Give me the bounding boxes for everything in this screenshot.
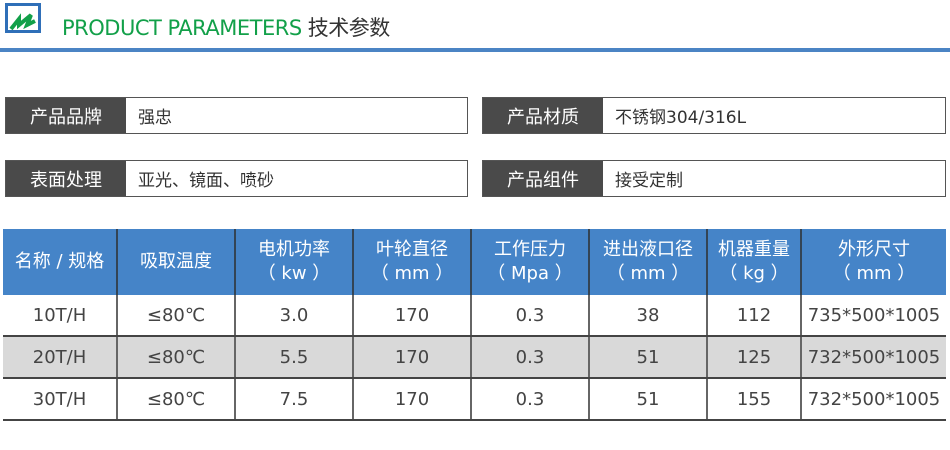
column-header: 叶轮直径 （ mm ）	[353, 229, 472, 295]
info-label: 表面处理	[6, 161, 126, 196]
header-text: （ Mpa ）	[487, 263, 573, 284]
table-cell: 0.3	[471, 378, 590, 421]
table-cell: 170	[353, 295, 472, 337]
header-text: 进出液口径	[603, 239, 693, 260]
header-text: 叶轮直径	[376, 239, 448, 260]
table-cell: 51	[589, 378, 708, 421]
info-brand: 产品品牌 强忠	[5, 97, 468, 134]
table-cell: 155	[707, 378, 802, 421]
table-cell: 112	[707, 295, 802, 337]
page-title: PRODUCT PARAMETERS 技术参数	[62, 12, 390, 42]
column-header: 吸取温度	[117, 229, 236, 295]
info-value: 亚光、镜面、喷砂	[126, 161, 467, 196]
table-cell: 7.5	[235, 378, 354, 421]
header-text: （ kg ）	[719, 263, 789, 284]
info-label: 产品组件	[483, 161, 603, 196]
header-text: （ mm ）	[370, 263, 454, 284]
params-table: 名称 / 规格 吸取温度 电机功率 （ kw ） 叶轮直径 （ mm ） 工作压力 （ Mpa…	[3, 229, 946, 421]
info-surface: 表面处理 亚光、镜面、喷砂	[5, 160, 468, 197]
table-cell: 170	[353, 336, 472, 379]
title-cn: 技术参数	[307, 16, 391, 40]
table-row: 10T/H ≤80℃ 3.0 170 0.3 38 112 735*500*1005	[3, 295, 946, 337]
table-cell: 732*500*1005	[801, 336, 946, 379]
header-text: 机器重量	[718, 239, 790, 260]
column-header: 机器重量 （ kg ）	[707, 229, 802, 295]
table-row: 30T/H ≤80℃ 7.5 170 0.3 51 155 732*500*1005	[3, 378, 946, 421]
header-text: （ mm ）	[832, 263, 916, 284]
table-cell: 51	[589, 336, 708, 379]
column-header: 电机功率 （ kw ）	[235, 229, 354, 295]
table-cell: 0.3	[471, 336, 590, 379]
column-header: 工作压力 （ Mpa ）	[471, 229, 590, 295]
logo-icon	[5, 3, 41, 33]
table-cell: 38	[589, 295, 708, 337]
header-text: 外形尺寸	[838, 239, 910, 260]
table-row: 20T/H ≤80℃ 5.5 170 0.3 51 125 732*500*1005	[3, 336, 946, 379]
info-value: 接受定制	[603, 161, 945, 196]
header-text: 电机功率	[258, 239, 330, 260]
table-cell: 125	[707, 336, 802, 379]
info-label: 产品材质	[483, 98, 603, 133]
table-cell: ≤80℃	[117, 336, 236, 379]
table-cell: ≤80℃	[117, 378, 236, 421]
title-en: PRODUCT PARAMETERS	[62, 16, 302, 40]
header-text: 名称 / 规格	[14, 251, 105, 272]
table-cell: 30T/H	[3, 378, 118, 421]
info-material: 产品材质 不锈钢304/316L	[482, 97, 946, 134]
header-text: （ mm ）	[606, 263, 690, 284]
table-cell: 0.3	[471, 295, 590, 337]
table-cell: 170	[353, 378, 472, 421]
table-cell: ≤80℃	[117, 295, 236, 337]
column-header: 外形尺寸 （ mm ）	[801, 229, 946, 295]
table-cell: 732*500*1005	[801, 378, 946, 421]
table-cell: 20T/H	[3, 336, 118, 379]
info-value: 强忠	[126, 98, 467, 133]
info-label: 产品品牌	[6, 98, 126, 133]
column-header: 名称 / 规格	[3, 229, 118, 295]
table-cell: 735*500*1005	[801, 295, 946, 337]
header-text: （ kw ）	[257, 263, 331, 284]
info-components: 产品组件 接受定制	[482, 160, 946, 197]
divider	[0, 48, 950, 52]
table-cell: 3.0	[235, 295, 354, 337]
header-text: 吸取温度	[140, 251, 212, 272]
header-text: 工作压力	[494, 239, 566, 260]
table-cell: 10T/H	[3, 295, 118, 337]
column-header: 进出液口径 （ mm ）	[589, 229, 708, 295]
info-value: 不锈钢304/316L	[603, 98, 945, 133]
table-cell: 5.5	[235, 336, 354, 379]
